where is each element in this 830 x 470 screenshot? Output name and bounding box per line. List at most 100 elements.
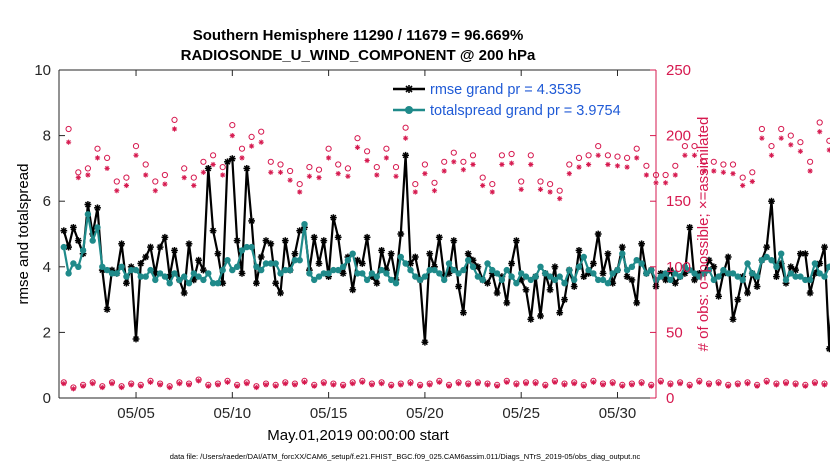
rmse-point bbox=[204, 164, 212, 172]
rmse-point bbox=[214, 250, 222, 258]
obs-assimilated-point bbox=[147, 379, 154, 385]
obs-assimilated-point bbox=[239, 155, 245, 161]
totalspread-point bbox=[233, 263, 241, 270]
rmse-point bbox=[768, 197, 775, 205]
rmse-point bbox=[801, 250, 809, 258]
obs-assimilated-point bbox=[369, 382, 375, 388]
rmse-point bbox=[257, 253, 265, 261]
obs-assimilated-point bbox=[374, 172, 380, 178]
totalspread-point bbox=[782, 276, 790, 284]
rmse-point bbox=[594, 230, 602, 238]
totalspread-point bbox=[628, 263, 636, 270]
obs-possible-point bbox=[672, 162, 679, 169]
rmse-point bbox=[137, 260, 145, 267]
totalspread-point bbox=[301, 221, 308, 228]
y-axis-label-right: # of obs: o=possible; ×=assimilated bbox=[695, 117, 712, 352]
obs-assimilated-point bbox=[817, 129, 823, 135]
obs-possible-point bbox=[113, 178, 120, 185]
totalspread-point bbox=[455, 270, 462, 277]
totalspread-point bbox=[190, 270, 197, 277]
obs-possible-point bbox=[258, 128, 265, 135]
totalspread-point bbox=[768, 257, 775, 264]
obs-assimilated-point bbox=[162, 181, 168, 187]
totalspread-point bbox=[503, 266, 510, 274]
totalspread-point bbox=[686, 266, 693, 274]
totalspread-point bbox=[89, 237, 96, 244]
totalspread-point bbox=[623, 266, 631, 274]
obs-assimilated-point bbox=[335, 171, 341, 177]
x-tick-label: 05/10 bbox=[214, 405, 252, 422]
totalspread-point bbox=[787, 270, 794, 277]
totalspread-point bbox=[224, 257, 231, 264]
totalspread-point bbox=[537, 263, 544, 270]
rmse-point bbox=[590, 260, 597, 267]
obs-possible-point bbox=[354, 135, 361, 142]
obs-assimilated-point bbox=[585, 161, 592, 168]
obs-assimilated-point bbox=[249, 143, 255, 149]
x-tick-label: 05/15 bbox=[310, 405, 348, 422]
obs-assimilated-point bbox=[152, 188, 158, 194]
totalspread-point bbox=[638, 260, 645, 267]
totalspread-point bbox=[412, 273, 419, 280]
obs-possible-point bbox=[460, 158, 467, 165]
totalspread-point bbox=[571, 276, 578, 284]
obs-possible-point bbox=[508, 150, 515, 158]
totalspread-point bbox=[604, 280, 612, 287]
obs-possible-point bbox=[749, 169, 756, 176]
rmse-point bbox=[691, 276, 698, 284]
totalspread-point bbox=[84, 211, 92, 218]
totalspread-point bbox=[465, 257, 472, 264]
obs-assimilated-point bbox=[350, 381, 356, 387]
obs-possible-point bbox=[421, 161, 428, 168]
rmse-point bbox=[296, 227, 304, 235]
obs-possible-point bbox=[306, 164, 313, 171]
obs-assimilated-point bbox=[354, 144, 361, 150]
obs-possible-point bbox=[373, 164, 380, 171]
totalspread-point bbox=[729, 270, 737, 277]
rmse-point bbox=[599, 269, 607, 277]
obs-assimilated-point bbox=[542, 383, 548, 389]
obs-possible-point bbox=[807, 158, 814, 165]
totalspread-point bbox=[238, 247, 246, 254]
rmse-point bbox=[402, 151, 410, 159]
totalspread-point bbox=[363, 276, 371, 284]
obs-assimilated-point bbox=[104, 165, 110, 171]
rmse-point bbox=[686, 223, 694, 231]
obs-assimilated-point bbox=[773, 382, 780, 388]
obs-assimilated-point bbox=[330, 382, 336, 388]
rmse-point bbox=[224, 158, 231, 166]
rmse-point bbox=[70, 223, 77, 231]
obs-assimilated-point bbox=[407, 381, 414, 387]
footnote: data file: /Users/raeder/DAI/ATM_forcXX/… bbox=[170, 452, 641, 461]
obs-possible-point bbox=[161, 171, 168, 179]
obs-assimilated-point bbox=[229, 133, 235, 139]
obs-possible-point bbox=[104, 154, 111, 161]
totalspread-point bbox=[354, 270, 361, 277]
obs-assimilated-point bbox=[788, 142, 794, 148]
obs-assimilated-point bbox=[595, 152, 601, 158]
obs-assimilated-point bbox=[311, 383, 317, 389]
rmse-point bbox=[334, 233, 342, 241]
obs-possible-point bbox=[431, 179, 438, 186]
obs-possible-point bbox=[643, 162, 650, 169]
obs-assimilated-point bbox=[297, 189, 303, 195]
totalspread-point bbox=[715, 273, 722, 280]
obs-assimilated-point bbox=[821, 382, 828, 388]
obs-assimilated-point bbox=[460, 167, 466, 173]
totalspread-point bbox=[171, 270, 178, 277]
y-tick-label-left: 4 bbox=[43, 259, 51, 276]
totalspread-point bbox=[60, 243, 67, 251]
totalspread-point bbox=[161, 273, 169, 280]
rmse-point bbox=[228, 155, 236, 163]
obs-assimilated-point bbox=[306, 173, 312, 179]
rmse-point bbox=[556, 309, 564, 317]
rmse-point bbox=[199, 266, 207, 274]
obs-assimilated-point bbox=[648, 383, 654, 389]
obs-possible-point bbox=[287, 167, 294, 175]
totalspread-point bbox=[648, 266, 655, 274]
totalspread-point bbox=[383, 270, 390, 277]
obs-assimilated-point bbox=[85, 172, 91, 178]
obs-assimilated-point bbox=[359, 379, 365, 385]
obs-assimilated-point bbox=[436, 379, 442, 385]
obs-possible-point bbox=[778, 125, 785, 133]
